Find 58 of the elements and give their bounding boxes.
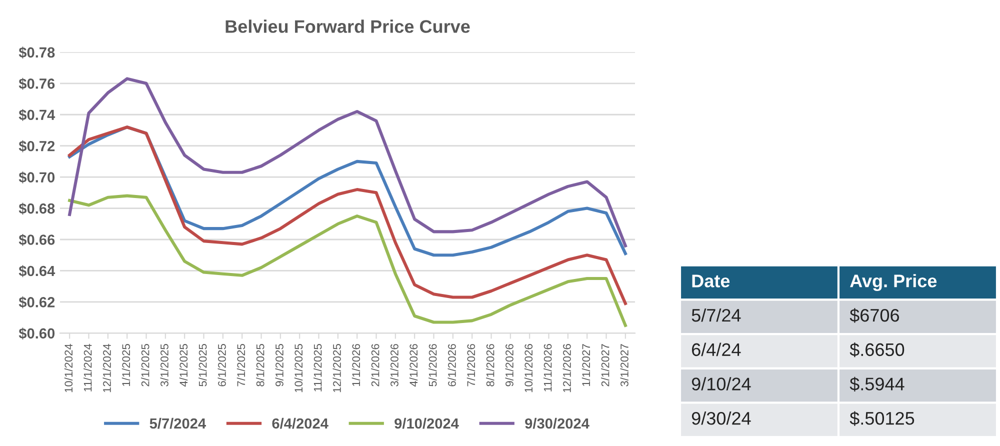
x-tick-label: 6/1/2026 [448,344,456,386]
x-tick-label: 5/1/2025 [198,344,207,386]
y-tick-label: $0.70 [18,172,55,184]
y-tick-label: $0.74 [18,109,56,121]
y-tick-label: $0.72 [18,140,55,152]
legend-label: 5/7/2024 [150,418,206,429]
x-tick-label: 10/1/2026 [524,344,533,392]
x-tick-label: 9/1/2026 [505,344,514,386]
text: 9/30/24 [692,411,751,425]
text: $.50125 [850,411,914,426]
x-tick-label: 11/1/2026 [544,344,552,392]
text: 5/7/24 [692,308,741,322]
text: Avg. Price [850,274,937,291]
x-tick-label: 8/1/2025 [256,344,264,386]
x-tick-label: 7/1/2026 [466,344,476,386]
x-tick-label: 4/1/2025 [179,344,188,387]
x-tick-label: 10/1/2024 [64,344,73,392]
y-tick-label: $0.60 [18,328,55,340]
y-tick-label: $0.66 [18,234,55,246]
x-tick-label: 12/1/2026 [562,344,571,392]
x-tick-label: 11/1/2025 [314,344,322,392]
legend-label: 9/10/2024 [394,418,459,429]
x-tick-label: 9/1/2025 [275,344,284,386]
y-tick-label: $0.76 [18,78,55,90]
x-tick-label: 2/1/2025 [141,344,150,386]
text: 9/10/24 [692,377,751,390]
y-tick-label: $0.68 [18,202,55,215]
text: Date [692,274,730,288]
x-tick-label: 3/1/2026 [390,344,398,386]
x-tick-label: 12/1/2024 [102,344,111,392]
text: $.6650 [850,342,904,358]
text: $.5944 [850,376,904,392]
x-tick-label: 1/1/2027 [582,344,590,386]
x-tick-label: 11/1/2024 [84,344,92,392]
x-tick-label: 7/1/2025 [236,344,246,386]
x-tick-label: 12/1/2025 [332,344,341,392]
x-tick-label: 4/1/2026 [409,344,418,387]
y-tick-label: $0.78 [18,46,55,59]
line-series [68,194,627,327]
x-tick-label: 2/1/2026 [371,344,380,386]
x-tick-label: 5/1/2026 [428,344,437,386]
text: 6/4/24 [692,342,741,356]
x-tick-label: 1/1/2026 [352,344,360,386]
x-tick-label: 3/1/2027 [620,344,628,386]
x-tick-label: 8/1/2026 [486,344,494,386]
text: $6706 [850,308,900,323]
legend-label: 9/30/2024 [525,418,590,429]
x-tick-label: 2/1/2027 [601,344,610,386]
x-tick-label: 10/1/2025 [294,344,303,392]
chart-title: Belvieu Forward Price Curve [226,20,470,33]
legend-label: 6/4/2024 [272,418,328,429]
y-tick-label: $0.62 [18,296,55,308]
y-tick-label: $0.64 [18,265,56,278]
x-tick-label: 3/1/2025 [160,344,168,386]
x-tick-label: 1/1/2025 [122,344,130,386]
line-series [68,77,627,248]
x-tick-label: 6/1/2025 [218,344,226,386]
line-series [68,126,627,306]
